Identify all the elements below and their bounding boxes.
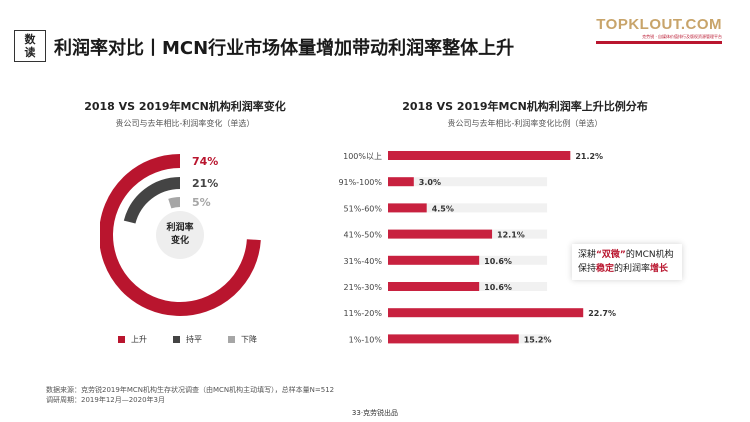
bar-1 <box>388 177 414 187</box>
legend-swatch-fall <box>228 336 235 343</box>
bar-value-label-0: 21.2% <box>575 152 603 161</box>
donut-legend: 上升 持平 下降 <box>118 334 257 345</box>
bar-category-label-7: 1%-10% <box>349 335 383 344</box>
legend-item-flat: 持平 <box>173 334 202 345</box>
callout-highlight-3: 增长 <box>650 264 669 274</box>
bar-value-label-7: 15.2% <box>524 335 552 344</box>
bar-chart-title: 2018 VS 2019年MCN机构利润率上升比例分布 <box>402 100 648 113</box>
donut-center-label-1: 利润率 <box>165 221 193 233</box>
page-footer: 33·克劳锐出品 <box>351 409 399 417</box>
bar-track-2 <box>388 203 548 213</box>
bar-category-label-0: 100%以上 <box>343 152 382 161</box>
bar-category-label-2: 51%-60% <box>344 204 383 213</box>
bar-category-label-1: 91%-100% <box>338 178 382 187</box>
legend-swatch-rise <box>118 336 125 343</box>
donut-chart-title: 2018 VS 2019年MCN机构利润率变化 <box>84 100 286 113</box>
donut-arc-1 <box>123 177 181 224</box>
bar-6 <box>388 308 584 318</box>
donut-arc-2 <box>168 197 181 209</box>
bar-5 <box>388 282 480 291</box>
bar-3 <box>388 229 493 239</box>
section-tag-line2: 读 <box>24 46 36 59</box>
callout-text-1: 深耕 <box>578 250 597 260</box>
callout-text-2: 的MCN机构保持 <box>578 250 674 274</box>
bar-track-1 <box>388 177 548 187</box>
callout-text-3: 的利润率 <box>614 264 651 274</box>
bar-4 <box>388 255 480 265</box>
bar-category-label-5: 21%-30% <box>344 283 383 292</box>
donut-chart-subtitle: 贵公司与去年相比-利润率变化（单选） <box>115 119 255 128</box>
callout-highlight-2: 稳定 <box>596 264 615 274</box>
logo-bar <box>596 41 722 44</box>
bar-7 <box>388 334 519 344</box>
bar-value-label-6: 22.7% <box>588 309 616 318</box>
data-source: 数据来源：克劳锐2019年MCN机构生存状况调查（由MCN机构主动填写），总样本… <box>46 386 335 394</box>
bar-category-label-3: 41%-50% <box>344 231 383 240</box>
page-title: 利润率对比丨MCN行业市场体量增加带动利润率整体上升 <box>54 38 515 59</box>
legend-label-rise: 上升 <box>131 335 147 344</box>
bar-0 <box>388 151 571 160</box>
bar-value-label-1: 3.0% <box>419 178 441 187</box>
legend-item-rise: 上升 <box>118 334 147 345</box>
bar-chart: 100%以上 21.2% 91%-100% 3.0% 51%-60% 4.5% 41%-50… <box>338 151 616 344</box>
donut-value-label-2: 5% <box>192 196 211 209</box>
donut-chart: 74% 21% 5% 利润率 变化 <box>100 154 261 316</box>
legend-label-fall: 下降 <box>241 335 257 344</box>
section-tag-line1: 数 <box>24 33 36 46</box>
bar-value-label-5: 10.6% <box>484 283 512 292</box>
bar-category-label-6: 11%-20% <box>344 309 383 318</box>
legend-item-fall: 下降 <box>228 334 257 345</box>
bar-chart-subtitle: 贵公司与去年相比-利润率变化比例（单选） <box>447 119 603 128</box>
insight-callout: 深耕“双微”的MCN机构保持稳定的利润率增长 <box>572 244 682 280</box>
bar-category-label-4: 31%-40% <box>344 257 383 266</box>
donut-center-label-2: 变化 <box>171 234 189 246</box>
bar-2 <box>388 203 427 213</box>
logo-subtitle: 克劳锐 · 自媒体价值排行及版权资源管理平台 <box>642 34 722 39</box>
donut-center-circle <box>156 211 204 259</box>
survey-period: 调研周期：2019年12月—2020年3月 <box>46 396 165 404</box>
section-tag: 数 读 <box>14 30 46 62</box>
callout-highlight-1: “双微” <box>596 250 626 260</box>
logo-name: TOPKLOUT.COM <box>596 16 722 33</box>
legend-swatch-flat <box>173 336 180 343</box>
donut-arc-0 <box>100 154 261 316</box>
legend-label-flat: 持平 <box>186 335 202 344</box>
donut-value-label-0: 74% <box>192 155 218 168</box>
bar-value-label-4: 10.6% <box>484 257 512 266</box>
bar-value-label-3: 12.1% <box>497 231 525 240</box>
bar-value-label-2: 4.5% <box>432 204 454 213</box>
donut-value-label-1: 21% <box>192 177 218 190</box>
brand-logo: TOPKLOUT.COM 克劳锐 · 自媒体价值排行及版权资源管理平台 <box>596 16 722 44</box>
